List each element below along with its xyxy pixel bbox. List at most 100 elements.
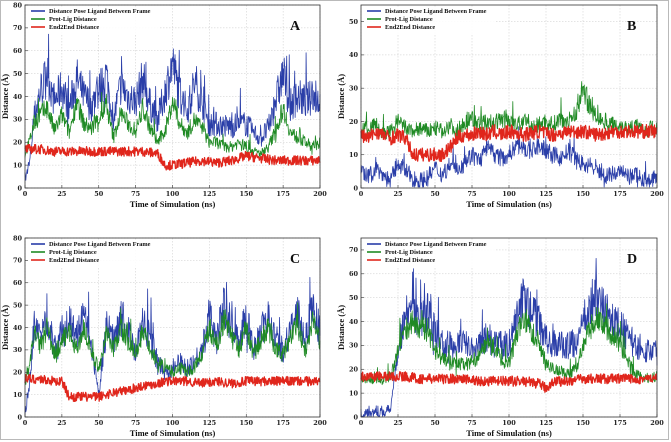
legend-label: End2End Distance [385,257,435,264]
x-tick-label: 0 [23,190,28,198]
y-tick-label: 10 [13,161,23,169]
legend: Distance Pose Ligand Between FrameProt-L… [364,240,496,267]
x-tick-label: 75 [467,419,477,427]
y-tick-label: 20 [349,366,359,374]
x-tick-label: 0 [359,419,364,427]
x-tick-label: 25 [57,419,67,427]
legend-label: Distance Pose Ligand Between Frame [385,8,487,15]
y-tick-label: 60 [349,270,359,278]
x-axis-label: Time of Simulation (ns) [466,428,552,438]
x-tick-label: 200 [650,190,664,198]
x-tick-label: 175 [276,419,290,427]
panel-letter: C [290,252,300,267]
x-tick-label: 125 [539,419,553,427]
y-tick-label: 0 [353,413,358,421]
y-tick-label: 40 [349,318,359,326]
x-axis-label: Time of Simulation (ns) [130,199,216,209]
legend-box [364,240,496,267]
y-tick-label: 70 [13,24,23,32]
x-tick-label: 150 [576,419,590,427]
y-tick-label: 50 [349,294,359,302]
series-line-3 [24,374,321,402]
y-axis-label: Distance (Å) [0,74,10,119]
series-line-3 [360,123,658,163]
x-tick-label: 75 [131,419,141,427]
series-line-2 [360,303,658,386]
x-tick-label: 75 [131,190,141,198]
y-axis-label: Distance (Å) [0,305,10,350]
legend: Distance Pose Ligand Between FrameProt-L… [364,7,496,34]
legend: Distance Pose Ligand Between FrameProt-L… [28,7,160,34]
y-tick-label: 60 [13,279,23,287]
y-tick-label: 20 [13,139,23,147]
legend-label: Prot-Lig Distance [49,249,97,256]
legend-label: Distance Pose Ligand Between Frame [49,8,151,15]
y-tick-label: 40 [349,51,359,59]
panel-letter: A [290,19,301,34]
y-tick-label: 50 [13,70,23,78]
y-axis-label: Distance (Å) [336,305,346,350]
x-tick-label: 125 [203,190,217,198]
y-tick-label: 60 [13,47,23,55]
x-tick-label: 175 [613,419,627,427]
series-line-2 [360,81,658,140]
x-tick-label: 100 [166,419,180,427]
y-tick-label: 30 [349,84,359,92]
y-tick-label: 30 [13,116,23,124]
legend-label: End2End Distance [49,24,99,31]
x-tick-label: 175 [276,190,290,198]
y-axis-label: Distance (Å) [336,74,346,119]
y-tick-label: 30 [349,342,359,350]
series-line-1 [24,32,321,181]
legend-label: Prot-Lig Distance [385,249,433,256]
legend-box [364,7,496,34]
y-tick-label: 10 [13,391,23,399]
panel-C: 0 25 50 75 100 125 150 175 200 0 10 20 30 40 50 60 70 80 T… [0,234,327,438]
series-line-2 [24,302,321,385]
y-tick-label: 10 [349,389,359,397]
y-tick-label: 70 [13,257,23,265]
x-tick-label: 200 [313,419,327,427]
x-tick-label: 150 [576,190,590,198]
x-tick-label: 75 [467,190,477,198]
legend-label: Distance Pose Ligand Between Frame [49,241,151,248]
x-tick-label: 125 [539,190,553,198]
x-tick-label: 100 [166,190,180,198]
y-tick-label: 50 [349,18,359,26]
x-tick-label: 50 [94,190,104,198]
x-tick-label: 25 [393,190,403,198]
series-line-2 [24,92,321,158]
legend-label: End2End Distance [49,257,99,264]
x-tick-label: 150 [239,419,253,427]
x-tick-label: 50 [430,190,440,198]
y-tick-label: 20 [349,118,359,126]
x-tick-label: 125 [203,419,217,427]
x-tick-label: 50 [94,419,104,427]
y-tick-label: 20 [13,369,23,377]
legend: Distance Pose Ligand Between FrameProt-L… [28,240,160,267]
y-tick-label: 0 [17,413,22,421]
y-tick-label: 80 [13,1,23,9]
y-tick-label: 0 [17,184,22,192]
panel-D: 0 25 50 75 100 125 150 175 200 0 10 20 30 40 50 60 70 Tim… [336,237,664,438]
x-tick-label: 200 [650,419,664,427]
x-tick-label: 0 [359,190,364,198]
legend-box [28,7,160,34]
x-tick-label: 25 [393,419,403,427]
y-tick-label: 10 [349,151,359,159]
x-tick-label: 200 [313,190,327,198]
panel-letter: B [627,19,636,34]
y-tick-label: 80 [13,234,23,242]
x-axis-label: Time of Simulation (ns) [466,199,552,209]
legend-label: End2End Distance [385,24,435,31]
x-tick-label: 100 [502,419,516,427]
panel-A: 0 25 50 75 100 125 150 175 200 0 10 20 30 40 50 60 70 80 T… [0,1,327,209]
panel-letter: D [627,252,637,267]
x-tick-label: 150 [239,190,253,198]
y-tick-label: 0 [353,184,358,192]
y-tick-label: 40 [13,324,23,332]
series-line-3 [24,144,321,171]
x-tick-label: 175 [613,190,627,198]
